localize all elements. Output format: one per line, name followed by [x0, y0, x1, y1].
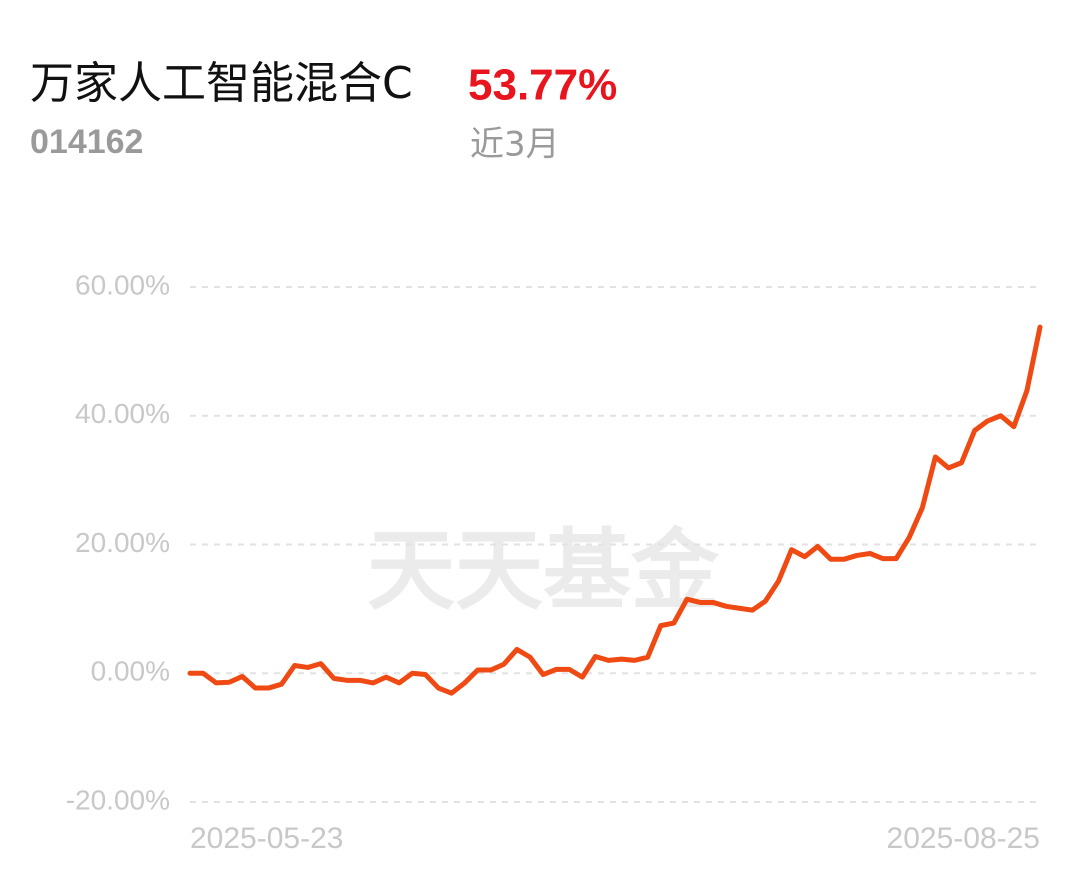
- x-tick-label: 2025-05-23: [190, 822, 343, 855]
- line: [187, 324, 1043, 696]
- y-tick-label: 60.00%: [75, 269, 170, 300]
- fund-code: 014162: [30, 123, 143, 161]
- watermark: 天天基金: [367, 518, 720, 622]
- y-tick-label: 40.00%: [75, 398, 170, 429]
- y-tick-label: 20.00%: [75, 527, 170, 558]
- return-value: 53.77%: [468, 61, 617, 110]
- y-tick-label: 0.00%: [91, 656, 170, 687]
- period: 近3月: [470, 125, 560, 165]
- y-tick-label: -20.00%: [66, 784, 170, 815]
- fund-name: 万家人工智能混合C: [30, 58, 413, 109]
- x-tick-label: 2025-08-25: [887, 822, 1040, 855]
